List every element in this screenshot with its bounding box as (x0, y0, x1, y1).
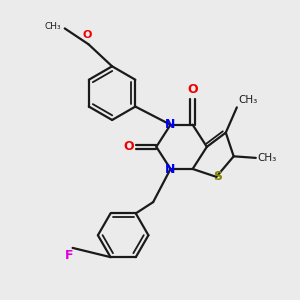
Text: N: N (165, 118, 176, 130)
Text: N: N (165, 163, 176, 176)
Text: CH₃: CH₃ (44, 22, 61, 31)
Text: O: O (124, 140, 134, 153)
Text: CH₃: CH₃ (238, 95, 258, 105)
Text: F: F (64, 250, 73, 262)
Text: S: S (213, 170, 222, 183)
Text: O: O (187, 83, 198, 96)
Text: CH₃: CH₃ (257, 153, 277, 163)
Text: O: O (82, 30, 92, 40)
